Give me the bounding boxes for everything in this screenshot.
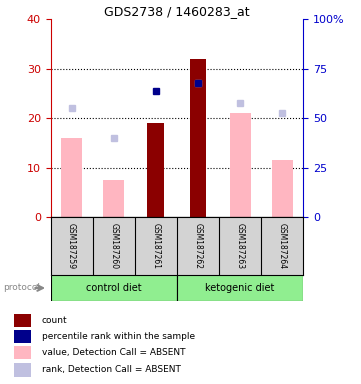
Bar [14,346,31,359]
Bar [147,123,164,217]
Bar [14,363,31,376]
Title: GDS2738 / 1460283_at: GDS2738 / 1460283_at [104,5,250,18]
Bar [14,330,31,343]
Bar [230,113,251,217]
Text: rank, Detection Call = ABSENT: rank, Detection Call = ABSENT [42,366,181,374]
Text: percentile rank within the sample: percentile rank within the sample [42,332,195,341]
Text: value, Detection Call = ABSENT: value, Detection Call = ABSENT [42,348,186,357]
Text: control diet: control diet [86,283,142,293]
Bar [61,138,82,217]
Text: ketogenic diet: ketogenic diet [205,283,275,293]
Bar [271,160,293,217]
Text: protocol: protocol [4,283,40,293]
Bar [190,59,206,217]
Text: count: count [42,316,68,325]
Bar [51,275,177,301]
Text: GSM187260: GSM187260 [109,223,118,269]
Bar [103,180,124,217]
Bar [177,275,303,301]
Text: GSM187262: GSM187262 [193,223,203,269]
Text: GSM187261: GSM187261 [151,223,160,269]
Text: GSM187263: GSM187263 [236,223,244,269]
Text: GSM187259: GSM187259 [67,223,76,269]
Text: GSM187264: GSM187264 [278,223,287,269]
Bar [14,314,31,327]
